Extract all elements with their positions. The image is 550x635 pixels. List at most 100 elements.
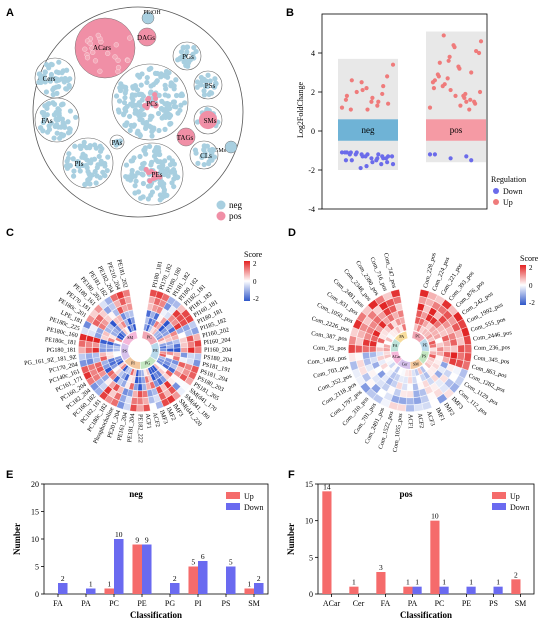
ytick-label: 5	[309, 553, 313, 562]
heat-cell	[380, 398, 391, 408]
band-pos	[426, 119, 486, 141]
heat-cell	[406, 390, 414, 398]
heat-cell	[396, 403, 407, 412]
heat-cell	[99, 347, 107, 353]
group-arc	[142, 331, 158, 345]
heat-cell	[456, 336, 465, 346]
heat-cell	[443, 346, 451, 353]
heat-cell	[349, 326, 360, 338]
bar-down	[86, 588, 96, 594]
heat-cell	[401, 323, 407, 332]
bar-down	[493, 586, 503, 594]
xtick-label: ACar	[323, 599, 341, 608]
heat-cell	[458, 368, 469, 379]
heat-cell	[351, 368, 362, 379]
feature-label: IMF3	[158, 409, 169, 425]
point-up	[461, 93, 466, 98]
heat-cell	[460, 326, 470, 338]
heat-cell	[78, 346, 86, 354]
legend-label-up: Up	[510, 492, 520, 501]
band-label-neg: neg	[362, 125, 375, 135]
group-arc-label: Cer	[402, 361, 408, 366]
group-gms: GMs	[214, 140, 238, 154]
point-up	[375, 103, 380, 108]
point-down	[353, 152, 358, 157]
point-up	[435, 72, 440, 77]
group-arc-label: PC	[415, 334, 420, 339]
group-label: FAs	[41, 117, 52, 125]
heat-cell	[352, 318, 363, 330]
heat-cell	[78, 353, 86, 361]
heat-cell	[450, 345, 458, 353]
group-label: ACars	[93, 44, 111, 52]
bar-up	[376, 572, 386, 594]
point-up	[390, 62, 396, 67]
feature-label: Com_345_pos	[473, 354, 510, 365]
group-arc-label: ACar	[392, 354, 401, 359]
heat-cell	[444, 378, 455, 389]
heat-cell	[92, 352, 100, 359]
ytick-label: 10	[305, 517, 313, 526]
point-up	[478, 39, 484, 44]
bar-value-label: 10	[431, 512, 439, 521]
bar-up	[132, 544, 142, 594]
legend-neg-swatch	[216, 200, 226, 210]
group-petoh: PEtOH	[141, 10, 161, 25]
panel-a-legend: neg pos	[216, 200, 242, 221]
group-fas: FAs	[34, 97, 80, 143]
group-cers: Cers	[34, 57, 76, 99]
group-arc-label: PC	[147, 335, 152, 340]
bar-value-label: 2	[257, 574, 261, 583]
group-pis: PIs	[62, 137, 114, 189]
heat-cell	[463, 352, 472, 362]
legend-swatch-down	[226, 503, 240, 510]
heat-cell	[461, 360, 471, 371]
point-up	[343, 97, 349, 102]
bar-down	[466, 586, 476, 594]
panel-b-frame	[321, 13, 488, 210]
bar-value-label: 1	[352, 578, 356, 587]
heat-cell	[359, 322, 369, 333]
bar-value-label: 2	[514, 570, 518, 579]
point-up	[451, 43, 456, 48]
heat-cell	[419, 289, 430, 298]
feature-label: PS180_204	[203, 354, 232, 364]
point-up	[349, 78, 354, 83]
heat-cell	[454, 375, 465, 387]
heat-cell	[406, 397, 415, 405]
point-up	[365, 107, 370, 112]
feature-label: PI160_204	[203, 336, 231, 346]
point-down	[380, 154, 385, 159]
point-up	[354, 89, 359, 95]
group-arc-label: SM	[127, 335, 133, 340]
ytick-label: 0	[309, 590, 313, 599]
heat-cell	[436, 393, 448, 404]
bar-up	[322, 491, 332, 594]
group-pss: PSs	[193, 70, 223, 100]
point-down	[358, 165, 363, 171]
heat-cell	[433, 388, 444, 398]
bar-down	[198, 561, 208, 594]
panel-b-legend-title: Regulation	[491, 175, 526, 184]
heat-cell	[113, 348, 121, 352]
point-up	[447, 54, 452, 60]
group-arc-label: PG	[145, 360, 150, 365]
x-axis-label: Classification	[130, 610, 182, 620]
group-pes: PEs	[120, 142, 184, 206]
ytick-label: 5	[35, 563, 39, 572]
point-down	[464, 154, 469, 159]
heat-cell	[376, 388, 387, 398]
heat-cell	[457, 318, 468, 330]
point-up	[445, 76, 450, 81]
heat-cell	[424, 298, 435, 308]
ytick-label: -2	[308, 166, 315, 175]
heat-cell	[142, 390, 149, 398]
legend-up-swatch	[493, 199, 499, 205]
heat-cell	[159, 348, 167, 352]
group-arc	[418, 351, 429, 364]
ytick-label: 10	[31, 535, 39, 544]
panel-c-circular-heatmap: PI180_181PI170_182PI180_180PI181_182PI18…	[24, 259, 233, 445]
heat-cell	[464, 344, 472, 354]
heat-cell	[456, 352, 465, 361]
